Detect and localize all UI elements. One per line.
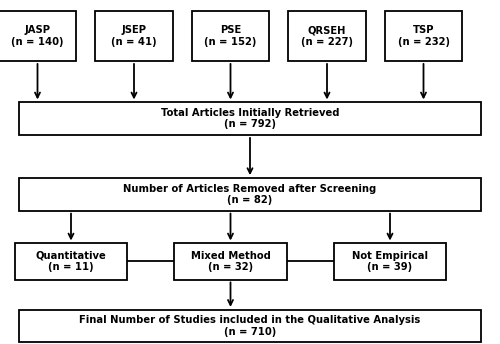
FancyBboxPatch shape [288, 11, 366, 61]
FancyBboxPatch shape [95, 11, 173, 61]
Text: Total Articles Initially Retrieved
(n = 792): Total Articles Initially Retrieved (n = … [161, 108, 339, 129]
Text: Mixed Method
(n = 32): Mixed Method (n = 32) [190, 251, 270, 272]
FancyBboxPatch shape [18, 178, 481, 211]
Text: Not Empirical
(n = 39): Not Empirical (n = 39) [352, 251, 428, 272]
FancyBboxPatch shape [192, 11, 269, 61]
Text: PSE
(n = 152): PSE (n = 152) [204, 25, 256, 47]
Text: TSP
(n = 232): TSP (n = 232) [398, 25, 450, 47]
Text: JSEP
(n = 41): JSEP (n = 41) [111, 25, 157, 47]
FancyBboxPatch shape [18, 310, 481, 343]
Text: QRSEH
(n = 227): QRSEH (n = 227) [301, 25, 353, 47]
FancyBboxPatch shape [18, 103, 481, 135]
FancyBboxPatch shape [334, 244, 446, 279]
Text: Number of Articles Removed after Screening
(n = 82): Number of Articles Removed after Screeni… [124, 184, 376, 205]
FancyBboxPatch shape [0, 11, 76, 61]
Text: Final Number of Studies included in the Qualitative Analysis
(n = 710): Final Number of Studies included in the … [80, 315, 420, 337]
Text: JASP
(n = 140): JASP (n = 140) [11, 25, 64, 47]
Text: Quantitative
(n = 11): Quantitative (n = 11) [36, 251, 107, 272]
FancyBboxPatch shape [174, 244, 287, 279]
FancyBboxPatch shape [385, 11, 462, 61]
FancyBboxPatch shape [14, 244, 127, 279]
